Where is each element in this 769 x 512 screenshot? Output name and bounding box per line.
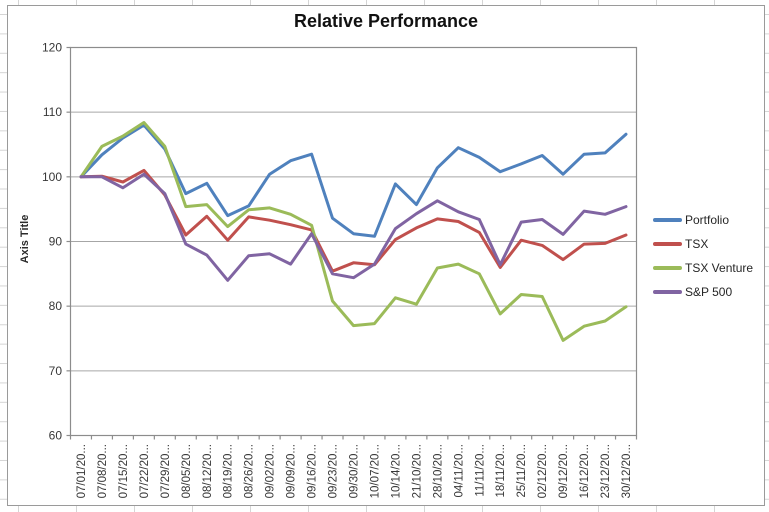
x-tick-label: 08/05/20... [181, 444, 193, 498]
legend-item-portfolio[interactable]: Portfolio [653, 208, 753, 232]
x-tick-label: 07/15/20... [118, 444, 130, 498]
x-tick-label: 08/19/20... [223, 444, 235, 498]
legend-swatch [653, 242, 682, 246]
legend: Portfolio TSX TSX Venture S&P 500 [653, 208, 753, 304]
x-tick-label: 25/11/20... [516, 444, 528, 498]
x-tick-label: 07/08/20... [97, 444, 109, 498]
x-tick-label: 04/11/20... [453, 444, 465, 498]
y-tick-label: 80 [49, 299, 63, 313]
y-tick-label: 60 [49, 429, 63, 443]
x-tick-label: 16/12/20... [579, 444, 591, 498]
chart-title: Relative Performance [293, 11, 479, 31]
x-tick-label: 21/10/20... [411, 444, 423, 498]
x-tick-label: 09/09/20... [286, 444, 298, 498]
legend-swatch [653, 290, 682, 294]
legend-label: TSX [685, 237, 709, 251]
series-line-tsx-venture[interactable] [79, 121, 628, 342]
legend-swatch [653, 218, 682, 222]
x-tick-label: 07/29/20... [160, 444, 172, 498]
legend-label: TSX Venture [685, 261, 754, 275]
x-tick-label: 07/22/20... [139, 444, 151, 498]
legend-item-tsx-venture[interactable]: TSX Venture [653, 256, 753, 280]
y-tick-label: 90 [49, 235, 63, 249]
legend-swatch [653, 266, 682, 270]
legend-label: S&P 500 [685, 285, 733, 299]
y-tick-label: 110 [43, 105, 62, 119]
legend-item-tsx[interactable]: TSX [653, 232, 753, 256]
x-tick-label: 11/11/20... [474, 444, 486, 497]
x-tick-label: 30/12/20... [621, 444, 633, 498]
y-tick-label: 70 [49, 364, 63, 378]
legend-item-s-p-500[interactable]: S&P 500 [653, 280, 753, 304]
y-axis-title: Axis Title [19, 214, 31, 264]
x-tick-label: 09/16/20... [307, 444, 319, 498]
x-tick-label: 23/12/20... [600, 444, 612, 498]
y-tick-label: 100 [42, 170, 62, 184]
legend-label: Portfolio [685, 213, 730, 227]
y-tick-label: 120 [42, 41, 62, 55]
x-tick-label: 09/23/20... [328, 444, 340, 498]
x-tick-label: 10/14/20... [390, 444, 402, 498]
x-tick-label: 08/12/20... [202, 444, 214, 498]
series-line-s-p-500[interactable] [79, 172, 628, 282]
x-tick-label: 02/12/20... [537, 444, 549, 498]
chart-area [7, 5, 765, 506]
x-tick-label: 08/26/20... [244, 444, 256, 498]
x-tick-label: 09/12/20... [558, 444, 570, 498]
x-tick-label: 28/10/20... [432, 444, 444, 498]
x-tick-label: 10/07/20... [369, 444, 381, 498]
x-tick-label: 07/01/20... [76, 444, 88, 498]
x-tick-label: 09/30/20... [349, 444, 361, 498]
x-tick-label: 09/02/20... [265, 444, 277, 498]
x-tick-label: 18/11/20... [495, 444, 507, 498]
